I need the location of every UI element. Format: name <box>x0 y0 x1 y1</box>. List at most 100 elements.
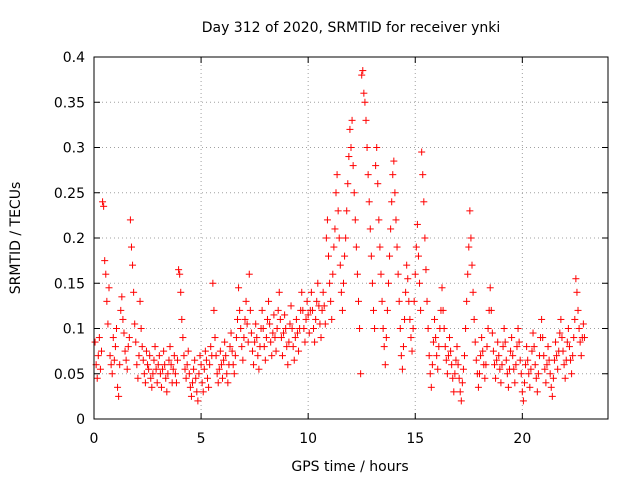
data-point-marker <box>360 89 368 97</box>
data-point-marker <box>221 338 229 346</box>
data-point-marker <box>338 306 346 314</box>
data-point-marker <box>268 352 276 360</box>
data-point-marker <box>515 338 523 346</box>
data-point-marker <box>149 370 157 378</box>
data-point-marker <box>235 284 243 292</box>
data-point-marker <box>356 325 364 332</box>
data-point-marker <box>374 180 382 188</box>
data-point-marker <box>213 370 221 378</box>
data-point-marker <box>542 379 550 387</box>
data-point-marker <box>391 189 399 197</box>
data-point-marker <box>446 334 454 342</box>
data-point-marker <box>152 365 160 373</box>
data-point-marker <box>252 320 260 328</box>
data-point-marker <box>216 347 224 355</box>
data-point-marker <box>425 352 433 360</box>
data-point-marker <box>305 329 313 337</box>
data-point-marker <box>353 270 361 278</box>
data-point-marker <box>560 361 568 369</box>
data-point-marker <box>389 171 397 179</box>
data-point-marker <box>482 361 490 369</box>
data-point-marker <box>361 98 369 106</box>
y-tick-label: 0.05 <box>54 367 85 383</box>
data-point-marker <box>241 315 249 323</box>
x-axis-tick-labels: 0 5 10 15 20 <box>90 431 532 447</box>
data-point-marker <box>193 388 201 396</box>
data-point-marker <box>140 370 148 378</box>
data-point-marker <box>344 180 352 188</box>
axis-ticks <box>93 56 608 420</box>
data-point-marker <box>260 343 268 351</box>
data-point-marker <box>127 243 135 251</box>
data-point-marker <box>517 370 525 378</box>
data-point-marker <box>202 356 210 364</box>
data-point-marker <box>239 356 247 364</box>
data-point-marker <box>176 270 184 278</box>
data-point-marker <box>187 392 195 400</box>
data-point-marker <box>119 315 127 323</box>
data-point-marker <box>133 361 141 369</box>
data-point-marker <box>255 365 263 373</box>
data-point-marker <box>388 198 396 206</box>
data-point-marker <box>330 243 338 251</box>
data-point-marker <box>290 356 298 364</box>
data-point-marker <box>558 334 566 342</box>
data-point-marker <box>123 365 131 373</box>
data-point-marker <box>263 315 271 323</box>
data-point-marker <box>523 343 531 351</box>
data-point-marker <box>197 361 205 369</box>
data-point-marker <box>501 338 509 346</box>
x-tick-label: 10 <box>299 431 317 447</box>
data-point-marker <box>492 374 500 382</box>
data-point-marker <box>471 338 479 346</box>
data-point-marker <box>186 383 194 391</box>
y-tick-label: 0.3 <box>63 141 85 157</box>
data-point-marker <box>490 361 498 369</box>
data-point-marker <box>427 383 435 391</box>
data-point-marker <box>340 279 348 287</box>
data-point-marker <box>467 234 475 242</box>
data-point-marker <box>185 370 193 378</box>
data-point-marker <box>206 361 214 369</box>
data-point-marker <box>278 352 286 360</box>
data-point-marker <box>288 325 296 332</box>
data-point-marker <box>464 270 472 278</box>
data-point-marker <box>181 365 189 373</box>
data-point-marker <box>319 288 327 296</box>
data-point-marker <box>97 347 105 355</box>
data-point-marker <box>223 370 231 378</box>
data-point-marker <box>570 334 578 342</box>
data-point-marker <box>527 365 535 373</box>
data-point-marker <box>550 356 558 364</box>
x-tick-label: 15 <box>406 431 424 447</box>
data-point-marker <box>546 370 554 378</box>
data-point-marker <box>530 343 538 351</box>
data-point-marker <box>567 356 575 364</box>
data-point-marker <box>496 365 504 373</box>
data-point-marker <box>559 347 567 355</box>
data-point-marker <box>332 189 340 197</box>
data-point-marker <box>175 266 183 274</box>
data-point-marker <box>432 334 440 342</box>
data-point-marker <box>397 352 405 360</box>
data-point-marker <box>384 279 392 287</box>
chart-title: Day 312 of 2020, SRMTID for receiver ynk… <box>202 20 501 36</box>
data-point-marker <box>111 343 119 351</box>
x-tick-label: 20 <box>513 431 531 447</box>
data-point-marker <box>381 361 389 369</box>
data-point-marker <box>229 361 237 369</box>
data-point-marker <box>245 270 253 278</box>
data-point-marker <box>563 338 571 346</box>
data-point-marker <box>411 270 419 278</box>
data-point-marker <box>429 338 437 346</box>
data-point-marker <box>451 370 459 378</box>
data-point-marker <box>459 365 467 373</box>
data-point-marker <box>282 325 290 332</box>
data-point-marker <box>103 297 111 305</box>
data-point-marker <box>211 334 219 342</box>
data-point-marker <box>395 297 403 305</box>
data-point-marker <box>337 288 345 296</box>
data-point-marker <box>498 361 506 369</box>
data-point-marker <box>440 325 448 332</box>
